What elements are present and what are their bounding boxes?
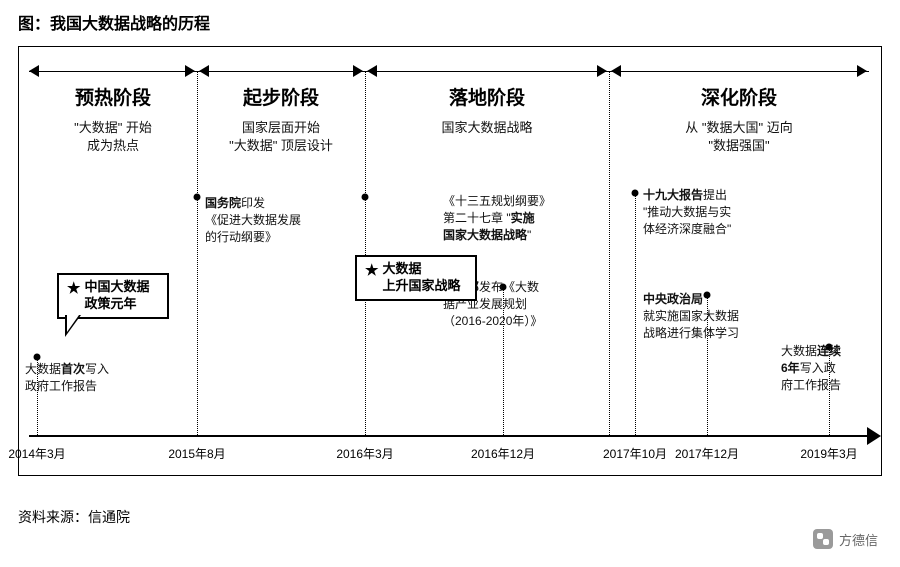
event-note: 十九大报告提出"推动大数据与实体经济深度融合" xyxy=(643,187,731,237)
phase-subheading: 国家大数据战略 xyxy=(407,119,567,137)
phase-arrow-left xyxy=(29,65,39,77)
callout-text: 大数据上升国家战略 xyxy=(382,261,460,295)
axis-tick-label: 2016年12月 xyxy=(471,445,535,462)
callout-text: 中国大数据政策元年 xyxy=(84,279,149,313)
callout-tail-inner xyxy=(67,315,79,332)
phase-separator xyxy=(609,71,610,435)
phase-subheading: 国家层面开始"大数据" 顶层设计 xyxy=(201,119,361,155)
event-note: 中央政治局就实施国家大数据战略进行集体学习 xyxy=(643,291,739,341)
phase-arrow-left xyxy=(611,65,621,77)
phase-separator-top-line xyxy=(29,71,869,72)
connector-line xyxy=(365,197,366,435)
event-note: 大数据首次写入政府工作报告 xyxy=(25,361,109,395)
event-dot xyxy=(34,354,41,361)
callout-box: ★ 中国大数据政策元年 xyxy=(57,273,169,319)
event-note: 大数据连续6年写入政府工作报告 xyxy=(781,343,841,393)
event-note: 《十三五规划纲要》第二十七章 "实施国家大数据战略" xyxy=(443,193,551,243)
phase-arrow-left xyxy=(367,65,377,77)
phase-arrow-right xyxy=(597,65,607,77)
event-note: 国务院印发《促进大数据发展的行动纲要》 xyxy=(205,195,301,245)
phase-subheading: "大数据" 开始成为热点 xyxy=(33,119,193,155)
source-caption: 资料来源：信通院 xyxy=(18,507,130,527)
watermark: 方德信 xyxy=(813,529,878,549)
axis-tick-label: 2015年8月 xyxy=(168,445,225,462)
phase-label: 深化阶段 xyxy=(689,83,789,110)
axis-tick-label: 2019年3月 xyxy=(800,445,857,462)
phase-label: 起步阶段 xyxy=(231,83,331,110)
callout-box: ★ 大数据上升国家战略 xyxy=(355,255,477,301)
phase-arrow-left xyxy=(199,65,209,77)
event-dot xyxy=(194,194,201,201)
event-dot xyxy=(632,190,639,197)
phase-label: 落地阶段 xyxy=(437,83,537,110)
star-icon: ★ xyxy=(67,281,80,296)
axis-tick-label: 2017年10月 xyxy=(603,445,667,462)
axis-tick-label: 2016年3月 xyxy=(336,445,393,462)
figure-title: 图：我国大数据战略的历程 xyxy=(18,10,210,34)
phase-label: 预热阶段 xyxy=(63,83,163,110)
axis-tick-label: 2017年12月 xyxy=(675,445,739,462)
star-icon: ★ xyxy=(365,263,378,278)
timeline-arrowhead xyxy=(867,427,881,445)
wechat-icon xyxy=(813,529,833,549)
phase-arrow-right xyxy=(857,65,867,77)
phase-arrow-right xyxy=(353,65,363,77)
phase-arrow-right xyxy=(185,65,195,77)
connector-line xyxy=(197,197,198,435)
connector-line xyxy=(635,193,636,435)
event-dot xyxy=(362,194,369,201)
axis-tick-label: 2014年3月 xyxy=(8,445,65,462)
phase-subheading: 从 "数据大国" 迈向"数据强国" xyxy=(659,119,819,155)
timeline-chart: 预热阶段 "大数据" 开始成为热点 起步阶段国家层面开始"大数据" 顶层设计 落地阶段… xyxy=(18,46,882,476)
watermark-text: 方德信 xyxy=(839,530,878,549)
timeline-axis xyxy=(29,435,869,437)
